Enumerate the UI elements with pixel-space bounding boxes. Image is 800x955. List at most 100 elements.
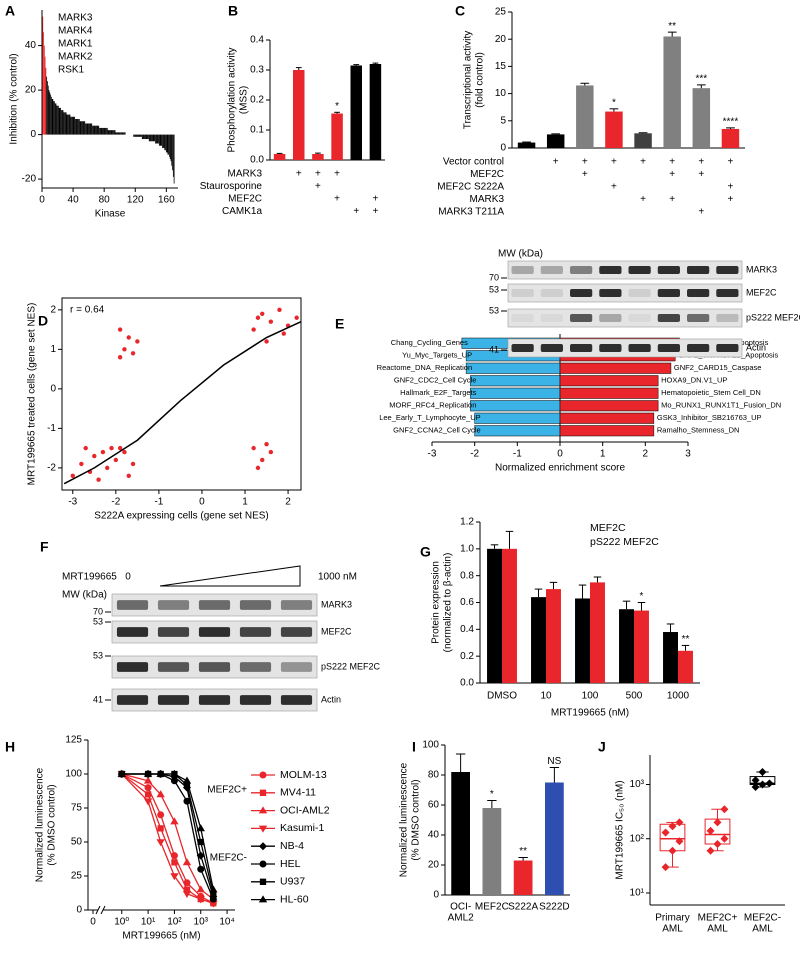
y-tick-label: 5 <box>500 115 506 126</box>
significance: * <box>640 591 644 602</box>
blot-band <box>628 344 651 352</box>
legend-label: NB-4 <box>280 840 304 852</box>
blot-band <box>157 695 190 705</box>
blot-band <box>570 344 593 352</box>
marker <box>758 780 767 789</box>
bar <box>139 134 141 137</box>
bar <box>50 94 51 135</box>
annotation: MARK1 <box>58 39 93 50</box>
blot-band <box>239 695 272 705</box>
bar <box>79 121 81 135</box>
bar <box>55 103 57 135</box>
bar <box>69 114 71 135</box>
bar <box>166 134 168 153</box>
bar <box>148 134 150 142</box>
blot-band <box>687 314 710 322</box>
bar <box>65 112 67 135</box>
y-tick-label: 15 <box>495 61 507 72</box>
blot-band <box>116 662 149 672</box>
x-tick-label: -1 <box>513 449 522 460</box>
condition-mark: + <box>315 169 321 180</box>
bar <box>559 412 655 424</box>
point <box>268 449 274 455</box>
y-tick-label: 20 <box>495 34 507 45</box>
hbar-label: Chang_Cycling_Genes <box>391 338 468 347</box>
bar <box>80 121 82 135</box>
mw-label: 70 <box>93 606 103 616</box>
condition-mark: + <box>315 181 321 192</box>
x-tick-label: AML2 <box>448 913 475 924</box>
marker <box>675 818 684 827</box>
condition-label: Vector control <box>443 157 504 168</box>
bar <box>517 142 536 148</box>
y-axis-label: MRT199665 IC₅₀ (nM) <box>615 780 626 879</box>
dose-label: 1000 nM <box>318 572 357 583</box>
bar <box>168 134 170 155</box>
bar <box>119 132 121 135</box>
bar <box>75 119 76 135</box>
blot-band <box>716 314 739 322</box>
y-axis-label: (normalized to β-actin) <box>443 553 454 653</box>
blot-band <box>628 314 651 322</box>
bar <box>162 134 164 148</box>
marker <box>661 863 670 872</box>
y-tick-label: 100 <box>65 769 82 780</box>
condition-mark: + <box>698 157 704 168</box>
bar <box>54 103 56 135</box>
bar <box>678 650 693 683</box>
bar <box>156 134 158 144</box>
point <box>260 311 265 317</box>
marker <box>720 805 729 814</box>
point <box>251 327 256 332</box>
bar <box>59 107 61 135</box>
bar <box>157 134 159 144</box>
marker <box>258 895 268 903</box>
significance: * <box>612 97 616 108</box>
blot-band <box>116 627 149 637</box>
bar <box>721 128 740 148</box>
x-tick-label: -3 <box>428 449 437 460</box>
bar <box>165 134 167 153</box>
bar <box>61 110 63 135</box>
marker <box>765 779 774 788</box>
condition-mark: + <box>334 194 340 205</box>
marker <box>157 811 165 819</box>
blot-band <box>657 314 680 322</box>
x-tick-label: 0 <box>90 917 96 928</box>
bar <box>92 125 93 135</box>
y-tick-label: 0.3 <box>250 65 264 76</box>
x-axis-label: MRT199665 (nM) <box>551 708 629 719</box>
point <box>92 453 97 459</box>
marker <box>668 846 677 855</box>
blot-band <box>540 266 563 274</box>
x-tick-label: AML <box>707 924 728 935</box>
x-tick-label: 2 <box>285 497 291 508</box>
x-tick-label: 120 <box>127 195 144 206</box>
bar <box>112 130 114 135</box>
blot-band <box>198 600 231 610</box>
blot-band <box>570 289 593 297</box>
bar <box>111 130 113 135</box>
condition-mark: + <box>669 157 675 168</box>
bar <box>64 112 65 135</box>
marker <box>751 776 760 785</box>
condition-mark: + <box>582 169 588 180</box>
bar <box>81 121 83 135</box>
bar <box>82 121 84 135</box>
condition-mark: + <box>728 182 734 193</box>
annotation: MARK4 <box>58 26 93 37</box>
bar <box>43 32 44 135</box>
bar <box>110 130 111 135</box>
bar <box>487 548 502 683</box>
x-axis-label: MRT199665 (nM) <box>122 931 200 942</box>
blot-band <box>599 344 622 352</box>
x-tick-label: 3 <box>685 449 691 460</box>
panel-letter: B <box>228 3 238 19</box>
marker <box>259 878 267 885</box>
bar <box>113 130 114 135</box>
panel-letter: H <box>5 739 15 755</box>
bar <box>110 130 112 135</box>
mw-header: MW (kDa) <box>62 590 107 601</box>
axis-break <box>100 905 106 915</box>
bar <box>152 134 154 142</box>
